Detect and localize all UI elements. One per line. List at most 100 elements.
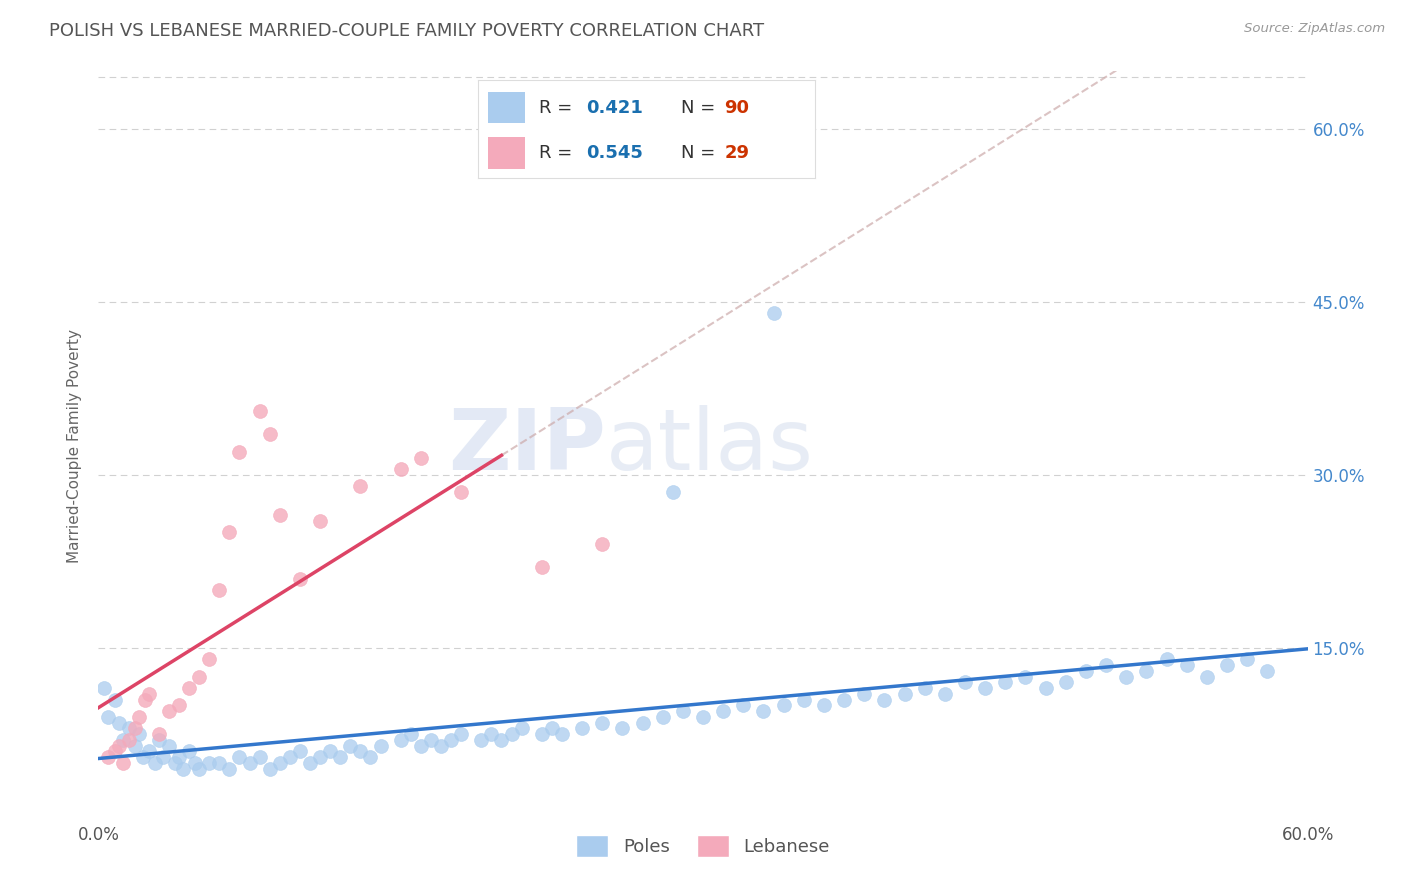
Point xyxy=(319,744,342,758)
Point xyxy=(288,572,311,586)
Point xyxy=(103,692,125,706)
Point xyxy=(288,744,311,758)
Point xyxy=(124,722,146,736)
Point xyxy=(167,698,190,713)
Point xyxy=(198,652,221,666)
Point xyxy=(591,537,613,551)
Text: Source: ZipAtlas.com: Source: ZipAtlas.com xyxy=(1244,22,1385,36)
Point xyxy=(772,698,794,713)
Point xyxy=(399,727,422,741)
Point xyxy=(172,762,194,776)
Point xyxy=(128,710,150,724)
Point xyxy=(934,687,956,701)
Legend: Poles, Lebanese: Poles, Lebanese xyxy=(568,828,838,864)
Point xyxy=(530,727,553,741)
Point xyxy=(132,750,155,764)
Point xyxy=(138,744,160,758)
Text: R =: R = xyxy=(538,144,578,161)
Text: atlas: atlas xyxy=(606,404,814,488)
Point xyxy=(269,756,291,770)
Point xyxy=(218,762,240,776)
Point xyxy=(631,715,654,730)
Point xyxy=(1216,658,1239,673)
Point xyxy=(692,710,714,724)
Point xyxy=(239,756,262,770)
Point xyxy=(152,750,174,764)
Point xyxy=(389,462,412,476)
Point xyxy=(953,675,976,690)
Point xyxy=(409,739,432,753)
Y-axis label: Married-Couple Family Poverty: Married-Couple Family Poverty xyxy=(67,329,83,563)
Point xyxy=(1074,664,1097,678)
Point xyxy=(259,427,281,442)
Point xyxy=(450,485,472,500)
Point xyxy=(481,727,503,741)
Point xyxy=(420,733,443,747)
Point xyxy=(711,704,734,718)
Point xyxy=(278,750,301,764)
Point xyxy=(148,733,170,747)
Point xyxy=(179,681,201,695)
Point xyxy=(97,750,120,764)
Point xyxy=(1236,652,1258,666)
Point xyxy=(733,698,755,713)
Point xyxy=(994,675,1017,690)
Point xyxy=(97,710,120,724)
Point xyxy=(1095,658,1118,673)
Text: POLISH VS LEBANESE MARRIED-COUPLE FAMILY POVERTY CORRELATION CHART: POLISH VS LEBANESE MARRIED-COUPLE FAMILY… xyxy=(49,22,765,40)
Text: N =: N = xyxy=(681,99,720,117)
Point xyxy=(793,692,815,706)
Point xyxy=(329,750,352,764)
Point xyxy=(339,739,361,753)
Text: R =: R = xyxy=(538,99,578,117)
Point xyxy=(163,756,186,770)
Point xyxy=(208,756,231,770)
Point xyxy=(167,750,190,764)
Point xyxy=(157,704,180,718)
Point xyxy=(184,756,207,770)
Point xyxy=(124,739,146,753)
Point xyxy=(349,744,371,758)
Point xyxy=(1195,669,1218,683)
FancyBboxPatch shape xyxy=(488,137,526,169)
Point xyxy=(188,762,211,776)
Point xyxy=(591,715,613,730)
Point xyxy=(832,692,855,706)
Point xyxy=(179,744,201,758)
Point xyxy=(551,727,574,741)
Point xyxy=(974,681,997,695)
Point xyxy=(259,762,281,776)
Point xyxy=(309,514,332,528)
Text: 29: 29 xyxy=(724,144,749,161)
Point xyxy=(1035,681,1057,695)
Point xyxy=(672,704,695,718)
Point xyxy=(450,727,472,741)
Point xyxy=(813,698,835,713)
Point xyxy=(118,733,141,747)
Point xyxy=(853,687,876,701)
Text: 0.545: 0.545 xyxy=(586,144,643,161)
Point xyxy=(360,750,382,764)
Point xyxy=(612,722,634,736)
Point xyxy=(491,733,513,747)
Text: 0.421: 0.421 xyxy=(586,99,643,117)
Point xyxy=(103,744,125,758)
Point xyxy=(188,669,211,683)
Point xyxy=(409,450,432,465)
Point xyxy=(143,756,166,770)
Point xyxy=(249,404,271,418)
Point xyxy=(218,525,240,540)
Point xyxy=(128,727,150,741)
Point xyxy=(762,306,785,320)
FancyBboxPatch shape xyxy=(488,92,526,123)
Point xyxy=(893,687,915,701)
Point xyxy=(138,687,160,701)
Point xyxy=(228,444,250,458)
Point xyxy=(914,681,936,695)
Point xyxy=(1175,658,1198,673)
Point xyxy=(111,733,134,747)
Point xyxy=(530,560,553,574)
Point xyxy=(1014,669,1036,683)
Point xyxy=(309,750,332,764)
Point xyxy=(430,739,453,753)
